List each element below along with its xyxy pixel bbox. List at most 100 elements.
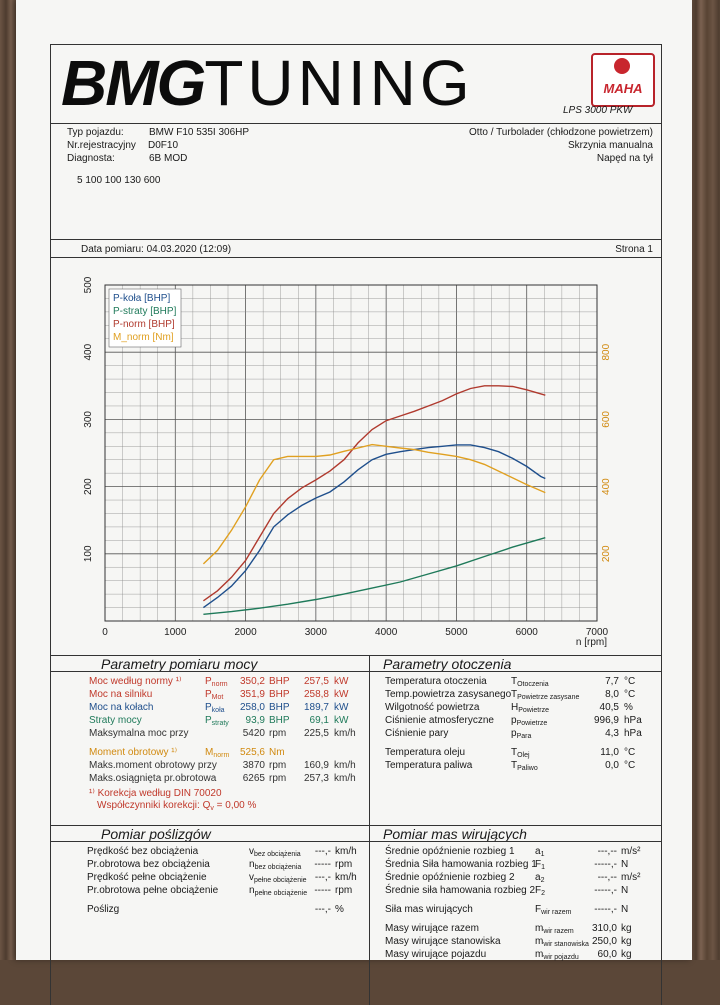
power-row-unit2: kW [334, 676, 349, 687]
ambient-row-value: 996,9 [593, 715, 619, 726]
y-left-tick-label: 400 [83, 343, 94, 360]
diag-label: Diagnosta: [67, 153, 115, 164]
measurement-date: Data pomiaru: 04.03.2020 (12:09) [81, 244, 232, 255]
masses-row-symbol: mwir pojazdu [535, 949, 579, 961]
x-tick-label: 0 [102, 627, 108, 638]
power-row-symbol: Pkoła [205, 702, 225, 714]
ambient-row-unit: % [624, 702, 633, 713]
power-row-unit1: Nm [269, 747, 285, 758]
power-row-label: Maksymalna moc przy [89, 728, 189, 739]
power-row-unit2: kW [334, 689, 349, 700]
series-line [203, 537, 546, 615]
masses-row-value: ---,-- [597, 872, 617, 883]
ambient-row-label: Temperatura oleju [385, 747, 466, 758]
masses-row-label: Średnie opóźnienie rozbieg 1 [385, 846, 515, 857]
legend-entry: P-koła [BHP] [113, 293, 170, 304]
power-row-value1: 3870 [242, 760, 265, 771]
power-row-label: Maks.moment obrotowy przy [89, 760, 217, 771]
power-row-unit2: km/h [334, 773, 356, 784]
masses-row-value: -----,- [594, 859, 617, 870]
correction-factors: Współczynniki korekcji: Qv = 0,00 % [97, 800, 257, 812]
ambient-row-symbol: TPaliwo [511, 760, 538, 772]
legend-box [108, 288, 182, 348]
slip-row-unit: rpm [335, 859, 353, 870]
power-row-label: Moment obrotowy ¹⁾ [89, 747, 178, 758]
slip-row-value: ----- [314, 859, 331, 870]
ambient-row-label: Temperatura otoczenia [385, 676, 487, 687]
page-number: Strona 1 [615, 244, 653, 255]
x-tick-label: 7000 [586, 627, 609, 638]
reg-value: D0F10 [148, 140, 179, 151]
masses-row-value: ---,-- [597, 846, 617, 857]
ambient-row-label: Wilgotność powietrza [385, 702, 480, 713]
series-line [202, 444, 546, 609]
power-row-symbol: Mnorm [205, 747, 230, 759]
slip-row-label: Poślizg [87, 904, 120, 915]
power-row-value1: 258,0 [239, 702, 265, 713]
power-row-unit2: kW [334, 715, 349, 726]
power-row-value2: 225,5 [303, 728, 329, 739]
masses-row-value: -----,- [594, 885, 617, 896]
ambient-row-unit: hPa [624, 728, 642, 739]
masses-row-label: Masy wirujące pojazdu [385, 949, 487, 960]
x-axis-label: n [rpm] [576, 637, 607, 648]
masses-row-value: 250,0 [591, 936, 617, 947]
slip-row-symbol: npełne obciążenie [249, 885, 308, 897]
maha-logo: MAHA [591, 53, 655, 107]
x-tick-label: 1000 [164, 627, 187, 638]
ambient-row-value: 8,0 [605, 689, 619, 700]
masses-row-unit: N [621, 885, 629, 896]
power-row-unit1: BHP [269, 702, 290, 713]
ambient-row-symbol: TPowietrze zasysane [511, 689, 580, 701]
power-row-unit1: rpm [269, 773, 287, 784]
power-section-title: Parametry pomiaru mocy [101, 656, 258, 672]
slip-row-label: Pr.obrotowa pełne obciążenie [87, 885, 219, 896]
power-row-value1: 6265 [242, 773, 265, 784]
y-left-tick-label: 100 [83, 545, 94, 562]
x-tick-label: 3000 [305, 627, 328, 638]
power-row-unit1: BHP [269, 715, 290, 726]
slip-row-symbol: vpełne obciążenie [249, 872, 307, 884]
x-tick-label: 2000 [234, 627, 257, 638]
masses-section-title: Pomiar mas wirujących [383, 826, 527, 842]
power-row-label: Moc według normy ¹⁾ [89, 676, 182, 687]
ambient-row-value: 11,0 [600, 747, 619, 758]
report-frame: BMGTUNING MAHA LPS 3000 PKW Typ pojazdu:… [50, 44, 662, 1005]
dyno-chart: 0 1000 2000 3000 4000 5000 6000 7000 100 200 300 40… [83, 276, 612, 648]
slip-row-value: ---,- [314, 846, 331, 857]
power-row-value1: 5420 [242, 728, 265, 739]
ambient-section-title: Parametry otoczenia [383, 656, 512, 672]
masses-row-symbol: mwir stanowiska [535, 936, 589, 948]
ambient-row-symbol: pPowietrze [511, 715, 548, 727]
y-left-tick-label: 500 [83, 276, 94, 293]
ambient-row-label: Temperatura paliwa [385, 760, 473, 771]
ambient-row-symbol: pPara [511, 728, 532, 740]
slip-row-unit: km/h [335, 872, 357, 883]
masses-row-label: Średnie opóźnienie rozbieg 2 [385, 872, 515, 883]
masses-row-label: Średnie siła hamowania rozbieg 2 [385, 885, 536, 896]
series-line [202, 385, 546, 602]
reg-label: Nr.rejestracyjny [67, 140, 136, 151]
masses-row-unit: kg [621, 936, 632, 947]
masses-row-label: Masy wirujące stanowiska [385, 936, 501, 947]
power-row-unit1: BHP [269, 689, 290, 700]
masses-row-value: 310,0 [591, 923, 617, 934]
diag-value: 6B MOD [149, 153, 188, 164]
power-row-unit1: BHP [269, 676, 290, 687]
ambient-row-value: 4,3 [605, 728, 619, 739]
masses-row-value: 60,0 [597, 949, 617, 960]
slip-row-label: Prędkość pełne obciążenie [87, 872, 207, 883]
legend-entry: P-norm [BHP] [113, 319, 175, 330]
series-line [202, 443, 546, 565]
power-row-unit1: rpm [269, 760, 287, 771]
gearbox-type: Skrzynia manualna [567, 140, 653, 151]
slip-row-symbol: nbez obciążenia [249, 859, 302, 871]
bmg-tuning-logo: BMGTUNING [61, 47, 474, 119]
masses-row-label: Średnia Siła hamowania rozbieg 1 [385, 859, 537, 870]
masses-row-unit: kg [621, 923, 632, 934]
x-tick-label: 6000 [516, 627, 539, 638]
masses-row-symbol: mwir razem [535, 923, 574, 935]
y-right-tick-label: 200 [601, 545, 612, 562]
y-right-tick-label: 800 [601, 343, 612, 360]
masses-row-unit: kg [621, 949, 632, 960]
